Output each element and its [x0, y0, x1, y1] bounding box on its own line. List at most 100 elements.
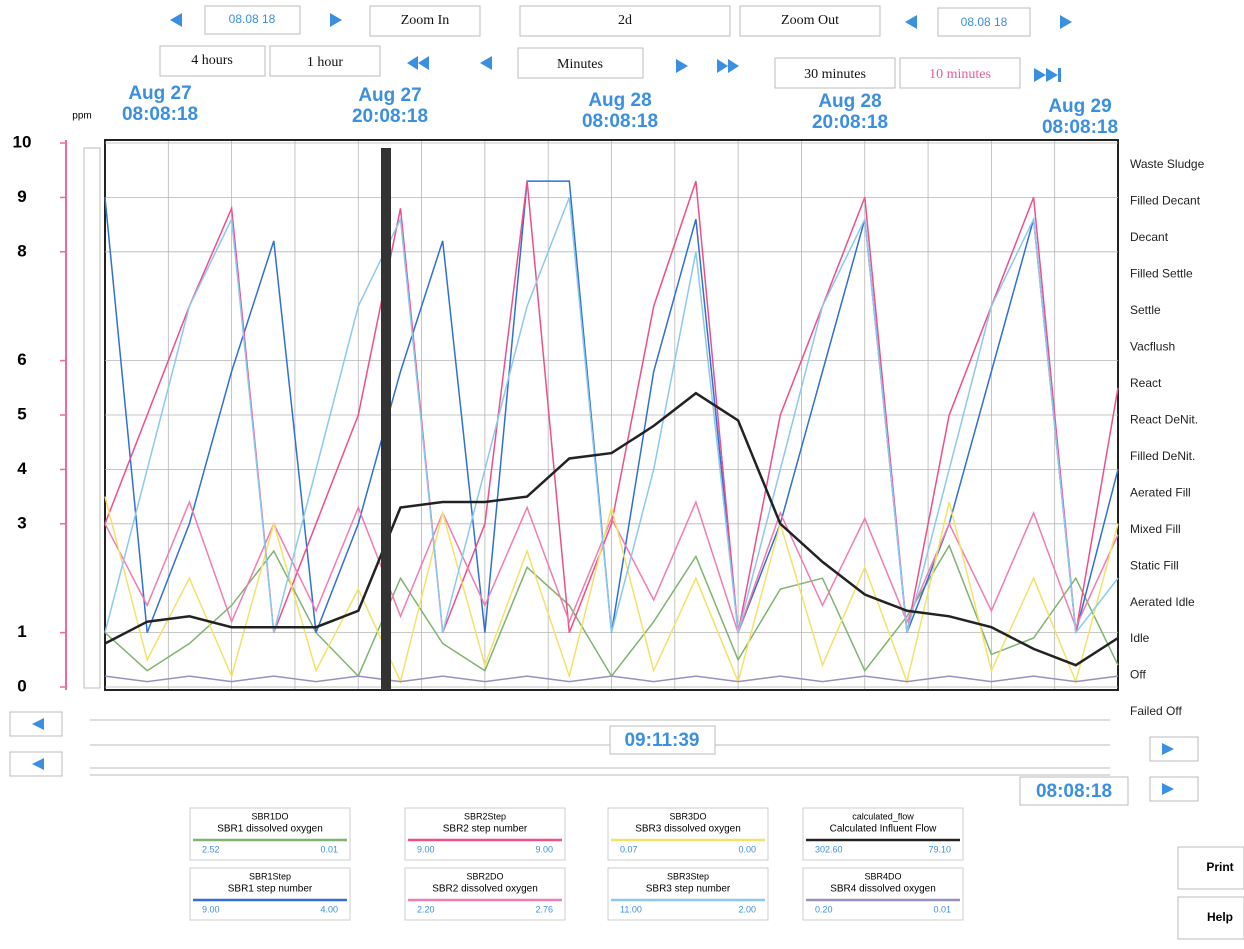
x-tick-time: 20:08:18 — [812, 112, 888, 133]
step-label: Decant — [1130, 230, 1169, 244]
step-label: Filled Decant — [1130, 194, 1201, 208]
scroll-left-icon — [32, 718, 44, 730]
legend-name: SBR1Step — [249, 871, 291, 881]
y-tick-label: 9 — [17, 187, 26, 206]
legend-box — [404, 807, 566, 861]
x-tick-time: 20:08:18 — [352, 106, 428, 127]
legend-name: SBR3Step — [667, 871, 709, 881]
span-button[interactable] — [269, 45, 381, 77]
step-label: Vacflush — [1130, 340, 1175, 354]
rewind-button[interactable] — [407, 56, 418, 70]
next-date-button-2[interactable] — [1060, 15, 1072, 29]
print-label: Print — [1206, 860, 1233, 874]
date-box — [1019, 776, 1129, 806]
span-label: Minutes — [557, 57, 603, 72]
legend-description: SBR4 dissolved oxygen — [830, 884, 936, 895]
legend-box — [607, 867, 769, 921]
legend-box — [189, 807, 351, 861]
legend-description: SBR3 step number — [646, 884, 731, 895]
step-label: Mixed Fill — [1130, 522, 1181, 536]
next-date-button[interactable] — [330, 13, 342, 27]
scroll-right-icon — [1162, 743, 1174, 755]
range: 2d — [618, 13, 632, 28]
prev-date-button-2[interactable] — [905, 15, 917, 29]
step-label: Off — [1130, 668, 1146, 682]
prev-date-button[interactable] — [170, 13, 182, 27]
x-tick-time: 08:08:18 — [122, 104, 198, 125]
y-tick-label: 0 — [17, 676, 26, 695]
legend-reading: 0.01 — [933, 904, 951, 914]
zoom-out: Zoom Out — [781, 13, 839, 28]
y-tick-label: 3 — [17, 513, 26, 532]
scroll-date: 08:08:18 — [1036, 781, 1112, 802]
legend-reading: 2.52 — [202, 844, 220, 854]
legend-reading: 2.20 — [417, 904, 435, 914]
range-box[interactable] — [519, 5, 731, 37]
series-line — [104, 675, 1119, 683]
x-tick-date: Aug 29 — [1048, 96, 1111, 117]
print-button[interactable] — [1177, 846, 1244, 890]
legend-reading: 2.00 — [738, 904, 756, 914]
legend-name: SBR1DO — [251, 811, 288, 821]
y-tick-label: 5 — [17, 404, 26, 423]
span-button[interactable] — [517, 47, 644, 79]
legend-description: SBR3 dissolved oxygen — [635, 824, 741, 835]
legend-reading: 79.10 — [928, 844, 951, 854]
legend-reading: 11.00 — [620, 904, 642, 914]
cursor — [381, 148, 391, 690]
date-box[interactable] — [204, 5, 301, 35]
y-unit: ppm — [72, 111, 91, 122]
step-label: React DeNit. — [1130, 412, 1198, 426]
scroll-left-icon — [32, 758, 44, 770]
time-box — [609, 725, 716, 755]
scroll-time: 09:11:39 — [624, 730, 699, 751]
legend-reading: 9.00 — [417, 844, 435, 854]
legend-name: calculated_flow — [852, 811, 914, 821]
legend-reading: 0.07 — [620, 844, 638, 854]
legend-reading: 4.00 — [320, 904, 338, 914]
legend-name: SBR2Step — [464, 811, 506, 821]
date-box-2[interactable] — [937, 7, 1031, 37]
x-tick-time: 08:08:18 — [582, 111, 658, 132]
date-left: 08.08 18 — [229, 12, 276, 26]
x-tick-date: Aug 28 — [588, 90, 651, 111]
y-tick-label: 8 — [17, 241, 26, 260]
end-button[interactable] — [1046, 68, 1058, 82]
legend-description: SBR1 dissolved oxygen — [217, 824, 323, 835]
series-line — [104, 197, 1119, 635]
y-tick-label: 10 — [13, 132, 32, 151]
zoom-in-button[interactable] — [369, 5, 481, 37]
legend-reading: 2.76 — [535, 904, 553, 914]
span-button[interactable] — [159, 45, 266, 77]
zoom-in: Zoom In — [401, 13, 450, 28]
span-label: 1 hour — [307, 55, 344, 70]
scroll-right[interactable] — [1149, 736, 1199, 762]
fast-forward-button[interactable] — [717, 59, 728, 73]
help-button[interactable] — [1177, 896, 1244, 940]
legend-description: Calculated Influent Flow — [830, 824, 938, 835]
span-button[interactable] — [774, 57, 896, 89]
step-label: Settle — [1130, 303, 1161, 317]
back-button[interactable] — [480, 56, 492, 70]
end-button[interactable] — [1034, 68, 1046, 82]
legend-reading: 9.00 — [202, 904, 220, 914]
rewind-button[interactable] — [418, 56, 429, 70]
legend-box — [802, 807, 964, 861]
legend-name: SBR2DO — [466, 871, 503, 881]
legend-box — [189, 867, 351, 921]
x-tick-date: Aug 28 — [818, 91, 881, 112]
plot — [104, 141, 1119, 689]
legend-box — [404, 867, 566, 921]
legend-reading: 9.00 — [535, 844, 553, 854]
fast-forward-button[interactable] — [728, 59, 739, 73]
zoom-out-button[interactable] — [739, 5, 881, 37]
end-button[interactable] — [1058, 68, 1061, 82]
forward-button[interactable] — [676, 59, 688, 73]
y-axis-bar — [83, 147, 101, 689]
step-label: Failed Off — [1130, 704, 1182, 718]
span-button[interactable] — [899, 57, 1021, 89]
legend-reading: 0.20 — [815, 904, 833, 914]
legend-description: SBR2 dissolved oxygen — [432, 884, 538, 895]
span-label: 4 hours — [191, 53, 233, 68]
y-tick-label: 6 — [17, 350, 26, 369]
